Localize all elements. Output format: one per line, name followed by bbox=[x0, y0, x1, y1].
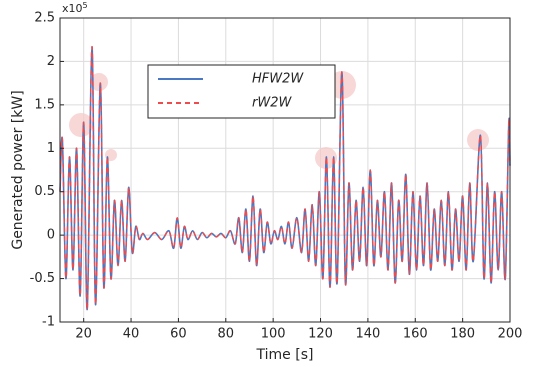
y-tick-label: 0.5 bbox=[34, 184, 55, 199]
legend-label: rW2W bbox=[252, 96, 292, 111]
x-tick-label: 60 bbox=[170, 327, 187, 342]
x-tick-label: 100 bbox=[261, 327, 286, 342]
y-tick-label: 1 bbox=[47, 141, 55, 156]
y-multiplier: x105 bbox=[62, 1, 88, 16]
x-tick-label: 160 bbox=[403, 327, 428, 342]
x-tick-label: 200 bbox=[498, 327, 523, 342]
y-tick-label: 2.5 bbox=[34, 11, 55, 26]
series-line bbox=[59, 45, 511, 310]
y-tick-label: 0 bbox=[47, 228, 55, 243]
y-tick-label: 1.5 bbox=[34, 97, 55, 112]
y-tick-label: -0.5 bbox=[30, 271, 55, 286]
legend-box bbox=[147, 64, 336, 119]
legend-label: HFW2W bbox=[252, 72, 304, 87]
legend: HFW2W rW2W bbox=[147, 64, 336, 119]
x-tick-label: 40 bbox=[123, 327, 140, 342]
highlight bbox=[467, 129, 489, 151]
lines bbox=[59, 45, 511, 310]
x-tick-label: 120 bbox=[308, 327, 333, 342]
x-axis-label: Time [s] bbox=[256, 347, 314, 363]
y-tick-label: 2 bbox=[47, 54, 55, 69]
y-tick-label: -1 bbox=[42, 315, 55, 330]
x-tick-label: 80 bbox=[218, 327, 235, 342]
highlight bbox=[90, 73, 108, 91]
highlight bbox=[69, 113, 93, 137]
grid bbox=[60, 17, 511, 323]
y-axis-label: Generated power [kW] bbox=[10, 90, 26, 249]
x-tick-label: 20 bbox=[75, 327, 92, 342]
plot-frame bbox=[59, 17, 511, 323]
x-tick-label: 140 bbox=[355, 327, 380, 342]
x-tick-label: 180 bbox=[450, 327, 475, 342]
